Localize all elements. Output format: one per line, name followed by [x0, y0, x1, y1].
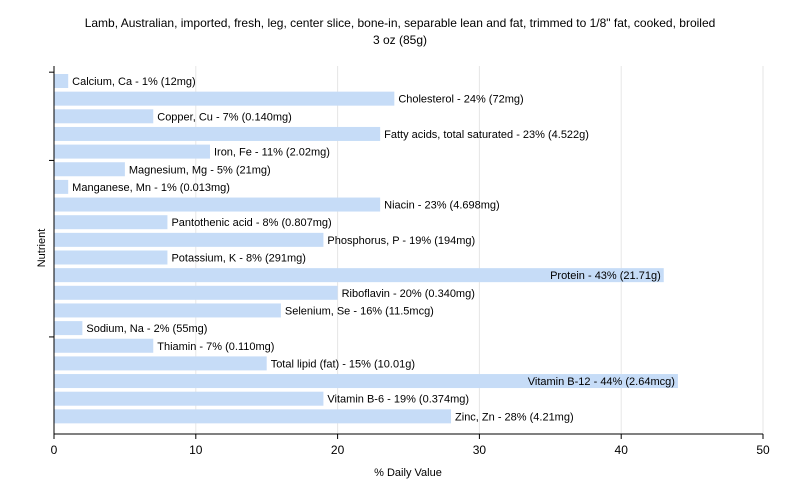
bar-label-10: Potassium, K - 8% (291mg)	[171, 253, 306, 265]
bar-label-5: Magnesium, Mg - 5% (21mg)	[129, 164, 271, 176]
bar-label-14: Sodium, Na - 2% (55mg)	[86, 323, 207, 335]
x-tick-label-5: 50	[756, 443, 770, 457]
bar-9	[54, 232, 324, 247]
bar-5	[54, 162, 125, 177]
y-axis-label: Nutrient	[36, 229, 48, 268]
bar-label-8: Pantothenic acid - 8% (0.807mg)	[171, 217, 331, 229]
bar-1	[54, 91, 395, 106]
x-tick-label-4: 40	[615, 443, 629, 457]
bar-label-17: Vitamin B-12 - 44% (2.64mcg)	[528, 376, 675, 388]
bar-label-9: Phosphorus, P - 19% (194mg)	[327, 235, 475, 247]
bar-label-1: Cholesterol - 24% (72mg)	[398, 94, 523, 106]
bar-label-15: Thiamin - 7% (0.110mg)	[157, 341, 274, 353]
bar-label-4: Iron, Fe - 11% (2.02mg)	[214, 147, 330, 159]
bar-2	[54, 109, 154, 124]
bar-16	[54, 356, 267, 371]
bar-17	[54, 374, 678, 389]
bar-label-18: Vitamin B-6 - 19% (0.374mg)	[327, 394, 469, 406]
bar-10	[54, 250, 168, 265]
bar-label-19: Zinc, Zn - 28% (4.21mg)	[455, 411, 574, 423]
x-tick-label-1: 10	[189, 443, 203, 457]
bar-label-2: Copper, Cu - 7% (0.140mg)	[157, 111, 292, 123]
chart-title-line-1: Lamb, Australian, imported, fresh, leg, …	[85, 16, 716, 30]
bar-label-11: Protein - 43% (21.71g)	[550, 270, 661, 282]
bar-7	[54, 197, 381, 212]
bar-label-12: Riboflavin - 20% (0.340mg)	[342, 288, 475, 300]
bar-label-3: Fatty acids, total saturated - 23% (4.52…	[384, 129, 589, 141]
axes	[49, 66, 763, 435]
bar-11	[54, 268, 664, 283]
bar-12	[54, 285, 338, 300]
x-axis-ticks: 0 10 20 30 40 50	[51, 434, 770, 457]
bar-3	[54, 126, 381, 141]
x-tick-label-3: 30	[473, 443, 487, 457]
bar-4	[54, 144, 210, 159]
bar-14	[54, 321, 83, 336]
x-axis-label: % Daily Value	[374, 467, 442, 479]
bar-label-6: Manganese, Mn - 1% (0.013mg)	[72, 182, 230, 194]
bar-13	[54, 303, 281, 318]
chart-title-line-2: 3 oz (85g)	[373, 33, 427, 47]
bar-0	[54, 74, 69, 88]
bar-15	[54, 338, 154, 353]
bar-6	[54, 179, 69, 194]
bar-label-0: Calcium, Ca - 1% (12mg)	[72, 76, 195, 88]
bar-label-7: Niacin - 23% (4.698mg)	[384, 200, 500, 212]
bar-19	[54, 409, 452, 424]
x-tick-label-0: 0	[51, 443, 58, 457]
bar-label-16: Total lipid (fat) - 15% (10.01g)	[271, 358, 415, 370]
x-tick-label-2: 20	[331, 443, 345, 457]
bar-18	[54, 391, 324, 406]
bar-8	[54, 215, 168, 230]
bar-label-13: Selenium, Se - 16% (11.5mcg)	[285, 305, 434, 317]
bars: Calcium, Ca - 1% (12mg) Cholesterol - 24%…	[54, 74, 678, 424]
